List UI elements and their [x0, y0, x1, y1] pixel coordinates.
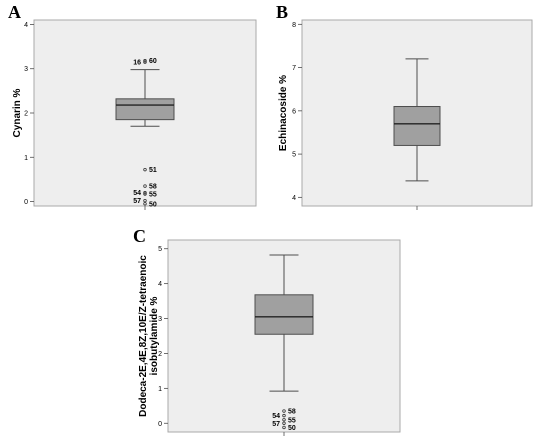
- y-axis-label: isobutylamide %: [149, 296, 160, 375]
- y-tick-label: 0: [158, 421, 162, 428]
- outlier-point: [143, 167, 147, 172]
- panel-letter: A: [8, 2, 21, 22]
- y-tick-label: 1: [24, 155, 28, 162]
- outlier-point: [143, 60, 147, 64]
- outlier-point: [282, 418, 286, 422]
- y-tick-label: 4: [292, 195, 296, 202]
- iqr-box: [393, 106, 441, 146]
- y-tick-label: 4: [24, 22, 28, 29]
- outlier-point: [282, 413, 286, 418]
- y-tick-label: 2: [24, 111, 28, 118]
- panel-b: B 4 5 6 7 8 Echinacoside %: [276, 2, 533, 210]
- outlier-point: [282, 409, 286, 413]
- panel-c: C 0 1 2 3 4 5 Dodeca-2E,4E,8Z,10E/Z-tetraenoic i…: [133, 226, 401, 436]
- y-tick-label: 6: [292, 108, 296, 115]
- outlier-label: 55: [149, 192, 157, 199]
- y-tick-label: 5: [158, 246, 162, 253]
- outlier-label: 54: [272, 413, 280, 420]
- y-tick-label: 3: [158, 316, 162, 323]
- outlier-label: 54: [133, 190, 141, 197]
- y-tick-label: 4: [158, 281, 162, 288]
- outlier-label: 51: [149, 167, 157, 174]
- outlier-point: [143, 192, 147, 196]
- y-axis-label: Echinacoside %: [278, 75, 289, 151]
- outlier-point: [143, 184, 147, 188]
- y-tick-label: 2: [158, 351, 162, 358]
- y-tick-label: 8: [292, 22, 296, 29]
- y-tick-label: 7: [292, 65, 296, 72]
- outlier-label: 58: [288, 409, 296, 416]
- outlier-label: 16: [133, 60, 141, 67]
- outlier-label: 58: [149, 184, 157, 191]
- outlier-point: [282, 425, 286, 430]
- outlier-point: [143, 198, 147, 203]
- panel-letter: B: [276, 2, 288, 22]
- outlier-label: 60: [149, 58, 157, 65]
- iqr-box: [115, 98, 175, 121]
- y-tick-label: 3: [24, 66, 28, 73]
- y-tick-label: 5: [292, 152, 296, 159]
- panel-letter: C: [133, 226, 146, 246]
- outlier-point: [143, 59, 147, 63]
- y-tick-label: 1: [158, 386, 162, 393]
- y-axis-label: Dodeca-2E,4E,8Z,10E/Z-tetraenoic: [138, 255, 149, 417]
- outlier-label: 50: [288, 425, 296, 432]
- outlier-point: [143, 191, 147, 195]
- outlier-point: [143, 202, 147, 206]
- y-axis-label: Cynarin %: [12, 88, 23, 137]
- outlier-label: 57: [133, 198, 141, 205]
- iqr-box: [254, 294, 314, 335]
- outlier-label: 50: [149, 201, 157, 208]
- outlier-label: 55: [288, 417, 296, 424]
- y-tick-label: 0: [24, 199, 28, 206]
- panel-a: A 0 1 2 3 4 Cynarin % 16 60 51 58 54 55 57 50: [8, 2, 257, 210]
- outlier-label: 57: [272, 421, 280, 428]
- outlier-point: [282, 421, 286, 425]
